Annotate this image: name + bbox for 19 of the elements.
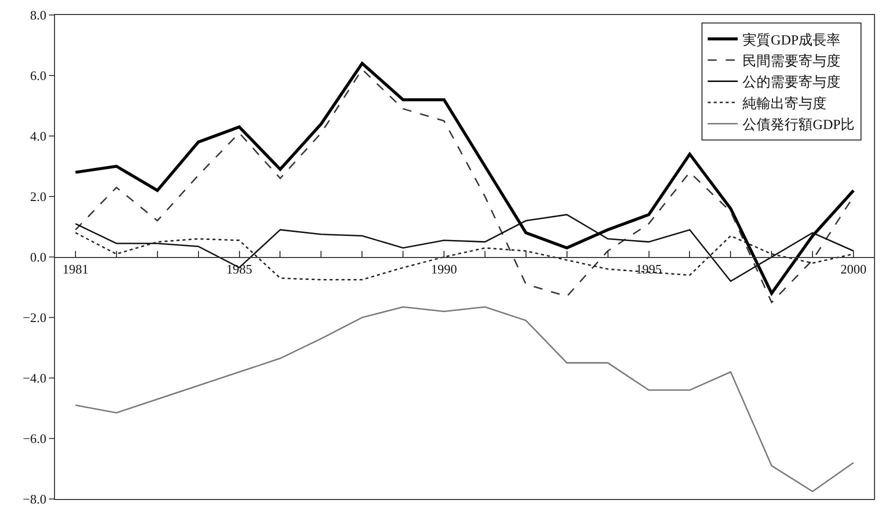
y-tick-label: 4.0	[30, 128, 46, 144]
x-tick-label: 1990	[431, 262, 458, 277]
y-tick-label: −8.0	[22, 492, 46, 507]
y-tick-label: 8.0	[30, 8, 46, 23]
x-tick-label: 1995	[636, 262, 662, 277]
x-tick-label: 1981	[62, 262, 88, 277]
y-tick-label: −4.0	[22, 370, 46, 386]
y-tick-label: −6.0	[22, 431, 46, 446]
y-tick-label: 6.0	[30, 68, 46, 84]
y-tick-label: −2.0	[22, 310, 46, 326]
line-series	[74, 306, 854, 492]
y-tick-label: 2.0	[30, 189, 46, 204]
x-tick-label: 2000	[840, 262, 867, 277]
legend-label: 公的需要寄与度	[742, 74, 841, 91]
legend-label: 民間需要寄与度	[742, 54, 841, 70]
legend-label: 公債発行額GDP比	[742, 117, 855, 134]
y-tick-label: 0.0	[30, 250, 46, 265]
legend-label: 純輸出寄与度	[742, 96, 827, 112]
legend-label: 実質GDP成長率	[742, 32, 841, 48]
